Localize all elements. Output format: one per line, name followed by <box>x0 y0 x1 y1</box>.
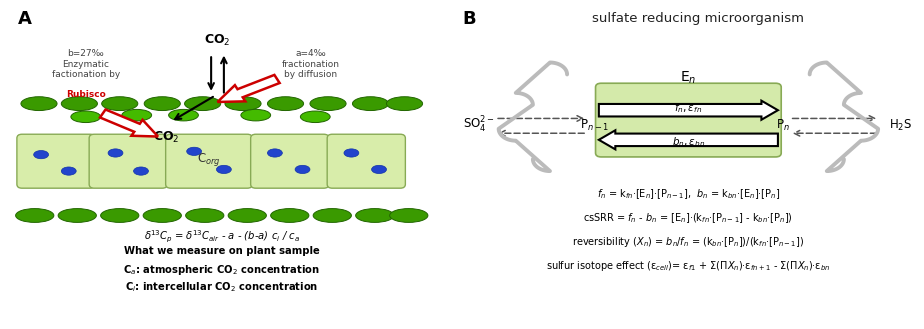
Ellipse shape <box>144 97 180 111</box>
Text: $b_n, \varepsilon_{bn}$: $b_n, \varepsilon_{bn}$ <box>672 135 705 149</box>
Text: C$_i$: intercellular CO$_2$ concentration: C$_i$: intercellular CO$_2$ concentratio… <box>125 280 319 294</box>
Ellipse shape <box>21 97 57 111</box>
FancyBboxPatch shape <box>17 134 95 188</box>
FancyBboxPatch shape <box>596 83 781 157</box>
Text: P$_{n-1}$: P$_{n-1}$ <box>579 117 609 133</box>
Text: H$_2$S: H$_2$S <box>889 117 912 133</box>
Ellipse shape <box>187 147 201 156</box>
FancyBboxPatch shape <box>89 134 167 188</box>
Text: A: A <box>18 10 31 28</box>
Text: P$_n$: P$_n$ <box>775 117 790 133</box>
Polygon shape <box>100 110 158 137</box>
Ellipse shape <box>300 111 330 123</box>
Text: sulfur isotope effect (ε$_{cell}$)= ε$_{f1}$ + Σ(Π$X_n$)·ε$_{fn+1}$ - Σ(Π$X_n$)·: sulfur isotope effect (ε$_{cell}$)= ε$_{… <box>546 259 831 273</box>
Text: E$_n$: E$_n$ <box>680 69 697 86</box>
Ellipse shape <box>241 109 271 121</box>
Ellipse shape <box>61 97 97 111</box>
Ellipse shape <box>71 111 101 123</box>
Ellipse shape <box>386 97 422 111</box>
FancyBboxPatch shape <box>250 134 329 188</box>
Ellipse shape <box>310 97 346 111</box>
Text: $f_n$ = k$_{fn}$·[E$_n$]·[P$_{n-1}$],  $b_n$ = k$_{bn}$·[E$_n$]·[P$_n$]: $f_n$ = k$_{fn}$·[E$_n$]·[P$_{n-1}$], $b… <box>597 188 780 201</box>
FancyBboxPatch shape <box>327 134 406 188</box>
Ellipse shape <box>271 209 309 222</box>
Text: δ$^{13}$C$_p$ = δ$^{13}$C$_{air}$ - a - (b-a) c$_i$ / c$_a$: δ$^{13}$C$_p$ = δ$^{13}$C$_{air}$ - a - … <box>144 229 299 245</box>
Ellipse shape <box>16 209 54 222</box>
Ellipse shape <box>102 97 138 111</box>
Ellipse shape <box>186 209 224 222</box>
Ellipse shape <box>169 109 199 121</box>
Polygon shape <box>599 130 778 149</box>
Text: a=4‰
fractionation
by diffusion: a=4‰ fractionation by diffusion <box>282 49 340 79</box>
Ellipse shape <box>371 165 386 174</box>
Text: csSRR = $f_n$ - $b_n$ = [E$_n$]·(k$_{fn}$·[P$_{n-1}$] - k$_{bn}$·[P$_n$]): csSRR = $f_n$ - $b_n$ = [E$_n$]·(k$_{fn}… <box>583 211 794 225</box>
Ellipse shape <box>295 165 310 174</box>
Ellipse shape <box>390 209 428 222</box>
Ellipse shape <box>101 209 139 222</box>
Text: SO$_4^{2-}$: SO$_4^{2-}$ <box>463 115 494 135</box>
Text: Rubisco: Rubisco <box>66 90 105 99</box>
Text: reversibility ($X_n$) = $b_n$/$f_n$ = (k$_{bn}$·[P$_n$])/(k$_{fn}$·[P$_{n-1}$]): reversibility ($X_n$) = $b_n$/$f_n$ = (k… <box>572 235 805 249</box>
Text: CO$_2$: CO$_2$ <box>204 33 231 48</box>
Polygon shape <box>217 75 280 102</box>
Text: B: B <box>462 10 476 28</box>
Ellipse shape <box>344 149 359 157</box>
Ellipse shape <box>58 209 96 222</box>
Ellipse shape <box>267 149 283 157</box>
Ellipse shape <box>356 209 394 222</box>
FancyBboxPatch shape <box>165 134 252 188</box>
Text: sulfate reducing microorganism: sulfate reducing microorganism <box>591 12 804 25</box>
Text: CO$_2$: CO$_2$ <box>153 130 180 145</box>
Ellipse shape <box>143 209 181 222</box>
Ellipse shape <box>267 97 304 111</box>
Ellipse shape <box>108 149 123 157</box>
Text: C$_a$: atmospheric CO$_2$ concentration: C$_a$: atmospheric CO$_2$ concentration <box>123 263 321 277</box>
Text: What we measure on plant sample: What we measure on plant sample <box>124 246 320 256</box>
Ellipse shape <box>225 97 261 111</box>
Text: b=27‰
Enzymatic
factionation by: b=27‰ Enzymatic factionation by <box>52 49 120 79</box>
Ellipse shape <box>216 165 231 174</box>
Polygon shape <box>599 101 778 120</box>
Ellipse shape <box>352 97 389 111</box>
Ellipse shape <box>313 209 351 222</box>
Ellipse shape <box>228 209 266 222</box>
Text: $f_n, \varepsilon_{fn}$: $f_n, \varepsilon_{fn}$ <box>675 101 702 115</box>
Ellipse shape <box>61 167 76 175</box>
Text: C$_{org}$: C$_{org}$ <box>197 151 221 168</box>
Ellipse shape <box>185 97 221 111</box>
Ellipse shape <box>122 109 152 121</box>
Ellipse shape <box>33 151 49 159</box>
Ellipse shape <box>134 167 149 175</box>
